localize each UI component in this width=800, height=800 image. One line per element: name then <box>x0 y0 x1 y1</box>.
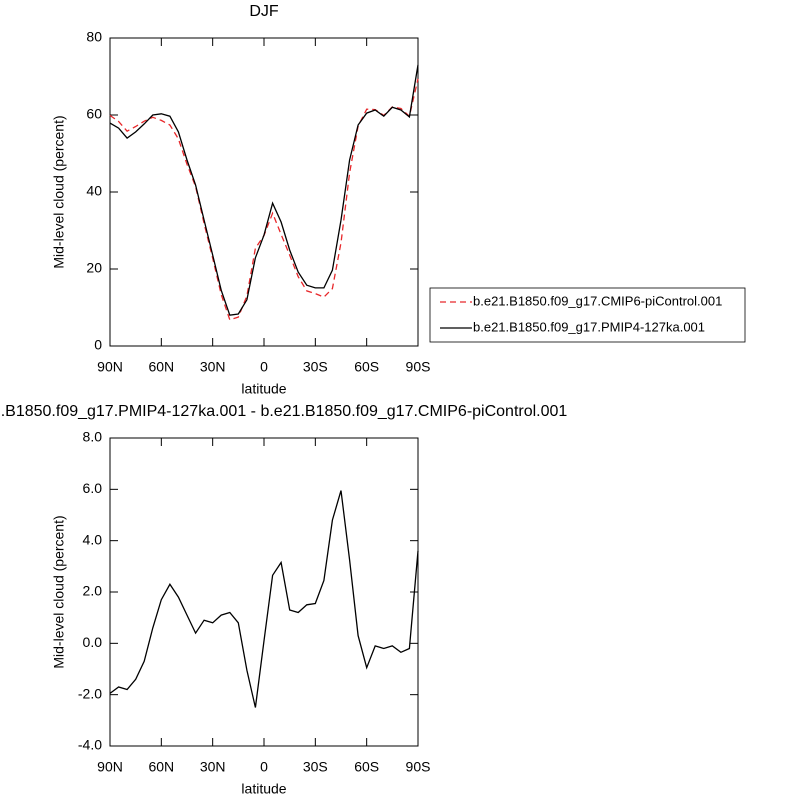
legend-box <box>429 287 746 343</box>
y-tick-label: 60 <box>86 106 102 122</box>
y-tick-label: 40 <box>86 183 102 199</box>
y-axis-label: Mid-level cloud (percent) <box>51 115 67 268</box>
y-tick-label: 2.0 <box>83 583 103 599</box>
y-tick-label: 80 <box>86 29 102 45</box>
y-tick-label: 0.0 <box>83 634 103 650</box>
x-tick-label: 90S <box>406 359 431 375</box>
x-tick-label: 30N <box>200 359 226 375</box>
chart-title: b.e21.B1850.f09_g17.PMIP4-127ka.001 - b.… <box>0 403 567 420</box>
data-line <box>109 64 419 316</box>
y-tick-label: 4.0 <box>83 531 103 547</box>
y-axis-label: Mid-level cloud (percent) <box>51 515 67 668</box>
legend-label: b.e21.B1850.f09_g17.CMIP6-piControl.001 <box>473 293 722 308</box>
chart-title: DJF <box>249 3 279 20</box>
x-axis-label: latitude <box>241 781 286 797</box>
y-tick-label: -4.0 <box>78 737 102 753</box>
x-tick-label: 30N <box>200 759 226 775</box>
x-tick-label: 0 <box>260 759 268 775</box>
y-tick-label: 20 <box>86 260 102 276</box>
x-tick-label: 30S <box>303 359 328 375</box>
x-tick-label: 60N <box>148 759 174 775</box>
x-tick-label: 90N <box>97 759 123 775</box>
plot-frame <box>109 37 419 347</box>
data-line <box>109 490 419 708</box>
plot-frame <box>109 437 419 747</box>
x-tick-label: 90S <box>406 759 431 775</box>
legend-label: b.e21.B1850.f09_g17.PMIP4-127ka.001 <box>473 319 705 334</box>
y-tick-label: 6.0 <box>83 480 103 496</box>
x-tick-label: 0 <box>260 359 268 375</box>
y-tick-label: 8.0 <box>83 429 103 445</box>
y-tick-label: 0 <box>94 337 102 353</box>
x-tick-label: 60S <box>354 359 379 375</box>
y-tick-label: -2.0 <box>78 685 102 701</box>
x-tick-label: 60S <box>354 759 379 775</box>
x-tick-label: 60N <box>148 359 174 375</box>
x-tick-label: 30S <box>303 759 328 775</box>
x-axis-label: latitude <box>241 381 286 397</box>
x-tick-label: 90N <box>97 359 123 375</box>
